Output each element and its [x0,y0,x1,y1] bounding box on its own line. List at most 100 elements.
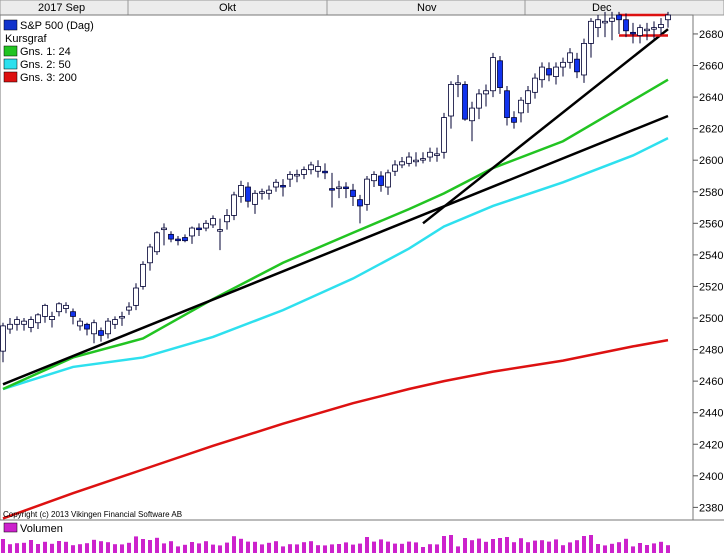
candle-body [63,304,69,309]
copyright-text: Copyright (c) 2013 Vikingen Financial So… [3,510,182,519]
candle-body [343,186,349,189]
volume-bar [141,539,145,553]
candle-body [301,169,307,175]
y-tick-label: 2660 [699,61,723,73]
volume-bar [78,544,82,553]
volume-bar [239,538,243,553]
volume-bar [393,543,397,553]
volume-bar [288,544,292,553]
candle-body [406,156,412,164]
candle-body [448,84,454,117]
candle-body [560,61,566,68]
volume-bar [15,543,19,553]
candle-body [609,17,615,22]
volume-bar [449,535,453,553]
volume-bar [351,544,355,553]
volume-bar [85,543,89,553]
candle-body [322,170,328,174]
volume-bar [330,544,334,553]
candle-body [7,323,13,330]
candle-body [357,199,363,207]
candle-body [133,287,139,306]
volume-bar [36,544,40,553]
volume-bar [358,543,362,553]
volume-bar [568,542,572,553]
volume-bar [155,537,159,553]
candle-body [266,189,272,194]
candle-body [364,178,370,205]
volume-bar [162,543,166,553]
y-tick-label: 2460 [699,376,723,388]
volume-bar [204,541,208,553]
candle-body [112,319,118,325]
volume-bar [106,542,110,553]
volume-bar [428,544,432,553]
candle-body [28,319,34,328]
candle-body [189,227,195,237]
candle-body [336,186,342,189]
candle-body [427,151,433,158]
volume-bar [498,538,502,553]
candle-body [217,229,223,232]
volume-bar [50,543,54,553]
candle-body [154,232,160,253]
volume-bar [274,541,278,553]
trend-line [2,114,669,386]
volume-bar [512,542,516,553]
volume-bar [610,543,614,553]
candle-body [329,188,335,191]
volume-bar [148,540,152,553]
ma24-line [2,78,669,391]
candle-body [77,320,83,327]
volume-bar [435,544,439,553]
candle-body [462,84,468,120]
volume-bar [414,542,418,553]
volume-bar [169,541,173,553]
volume-bar [218,545,222,553]
candle-body [616,14,622,21]
candle-body [588,20,594,44]
candle-body [434,153,440,156]
volume-bar [582,536,586,553]
y-tick-label: 2480 [699,345,723,357]
volume-bar [631,546,635,553]
volume-bar [309,541,313,553]
volume-bar [134,536,138,553]
candle-body [294,173,300,177]
candle-body [308,164,314,171]
volume-bar [645,545,649,553]
candle-body [441,117,447,153]
candle-body [651,27,657,30]
candle-body [56,303,62,313]
y-tick-label: 2440 [699,408,723,420]
volume-bar [127,542,131,553]
volume-bar [8,544,12,553]
volume-bar [463,538,467,553]
volume-bar [190,542,194,553]
candle-body [252,192,258,205]
volume-bar [400,543,404,553]
legend-item: Gns. 3: 200 [20,72,77,84]
candle-body [224,215,230,223]
volume-bar [176,546,180,553]
y-tick-label: 2540 [699,250,723,262]
candle-body [378,175,384,186]
candle-body [420,158,426,161]
ma50-line [2,136,669,391]
volume-bar [477,538,481,553]
candle-body [49,316,55,320]
volume-legend: Volumen [20,523,63,535]
candle-body [476,93,482,109]
volume-bar [491,539,495,553]
candle-body [14,319,20,325]
volume-bar [22,542,26,553]
candle-body [0,325,6,352]
candle-body [238,185,244,197]
volume-bar [526,542,530,553]
candle-body [35,314,41,324]
y-tick-label: 2640 [699,92,723,104]
time-axis-bar [0,0,724,16]
volume-bar [596,544,600,553]
volume-bar [1,539,5,553]
y-tick-label: 2580 [699,187,723,199]
